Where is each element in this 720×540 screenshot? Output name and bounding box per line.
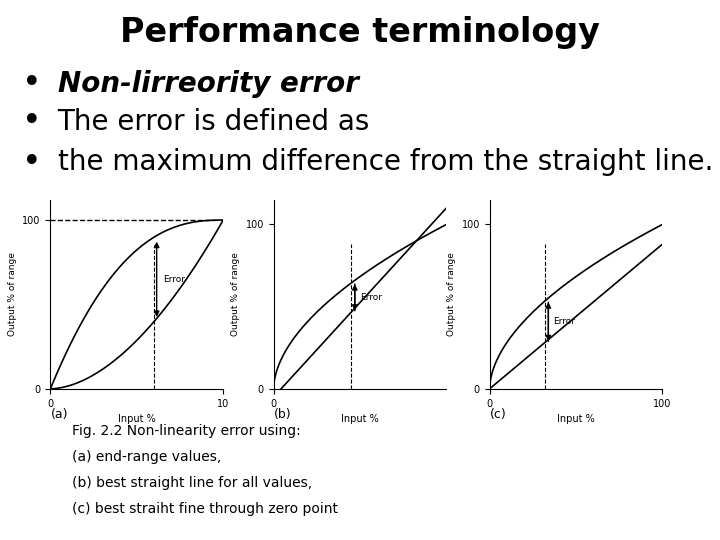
Text: Error: Error (163, 275, 185, 284)
Text: (b): (b) (274, 408, 291, 421)
Text: •: • (22, 105, 41, 138)
Text: The error is defined as: The error is defined as (58, 107, 370, 136)
Text: Non-lirreority error: Non-lirreority error (58, 70, 359, 98)
X-axis label: Input %: Input % (557, 414, 595, 424)
Text: (a): (a) (50, 408, 68, 421)
Text: •: • (22, 145, 41, 179)
Text: Error: Error (554, 317, 575, 326)
Y-axis label: Output % of range: Output % of range (8, 252, 17, 336)
X-axis label: Input %: Input % (341, 414, 379, 424)
Text: the maximum difference from the straight line.: the maximum difference from the straight… (58, 148, 713, 176)
X-axis label: Input %: Input % (118, 414, 156, 424)
Text: (c) best straiht fine through zero point: (c) best straiht fine through zero point (72, 502, 338, 516)
Text: Error: Error (360, 293, 382, 302)
Y-axis label: Output % of range: Output % of range (231, 252, 240, 336)
Text: (c): (c) (490, 408, 506, 421)
Text: (b) best straight line for all values,: (b) best straight line for all values, (72, 476, 312, 490)
Y-axis label: Output % of range: Output % of range (447, 252, 456, 336)
Text: Performance terminology: Performance terminology (120, 16, 600, 49)
Text: •: • (22, 67, 41, 100)
Text: (a) end-range values,: (a) end-range values, (72, 450, 221, 464)
Text: Fig. 2.2 Non-linearity error using:: Fig. 2.2 Non-linearity error using: (72, 424, 301, 438)
